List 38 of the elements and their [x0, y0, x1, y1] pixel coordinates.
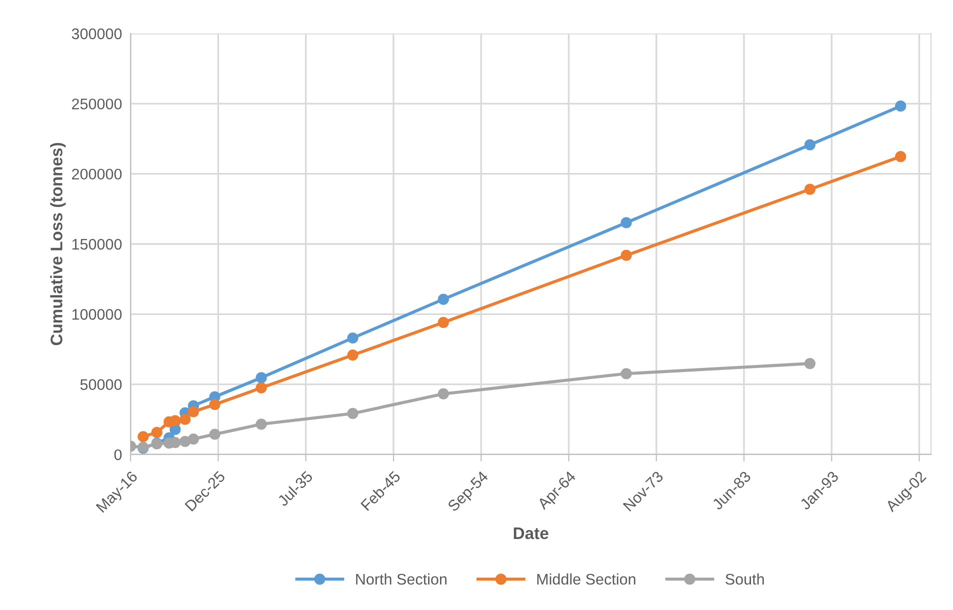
y-tick-label: 300000	[72, 28, 122, 40]
point	[620, 217, 632, 228]
point	[180, 436, 191, 447]
point	[804, 358, 816, 370]
y-tick-label: 250000	[72, 98, 122, 110]
y-tick-label: 0	[114, 449, 122, 460]
point	[438, 316, 449, 328]
y-axis-title: Cumulative Loss (tonnes)	[50, 142, 66, 346]
legend-label: South	[726, 573, 764, 585]
point	[256, 372, 267, 384]
point	[438, 388, 449, 400]
point	[804, 139, 816, 150]
y-tick-label: 50000	[80, 379, 122, 390]
point	[209, 398, 220, 410]
point	[256, 382, 267, 394]
point	[347, 408, 358, 420]
point	[170, 415, 181, 426]
point	[620, 250, 632, 261]
point	[209, 428, 220, 440]
x-axis-title: Date	[514, 528, 548, 540]
legend-label: Middle Section	[537, 573, 636, 585]
point	[347, 350, 358, 361]
point	[138, 431, 149, 442]
point	[895, 151, 906, 162]
point	[895, 100, 906, 112]
point	[804, 184, 816, 195]
point	[620, 368, 632, 380]
point	[188, 406, 200, 418]
point	[438, 294, 449, 305]
y-tick-label: 100000	[72, 309, 122, 320]
point	[347, 332, 358, 344]
point	[180, 414, 191, 425]
y-tick-label: 150000	[72, 238, 122, 250]
y-tick-label: 200000	[72, 168, 122, 180]
legend-label: North Section	[356, 573, 446, 585]
point	[151, 426, 162, 438]
point	[256, 418, 267, 430]
point	[188, 433, 200, 445]
